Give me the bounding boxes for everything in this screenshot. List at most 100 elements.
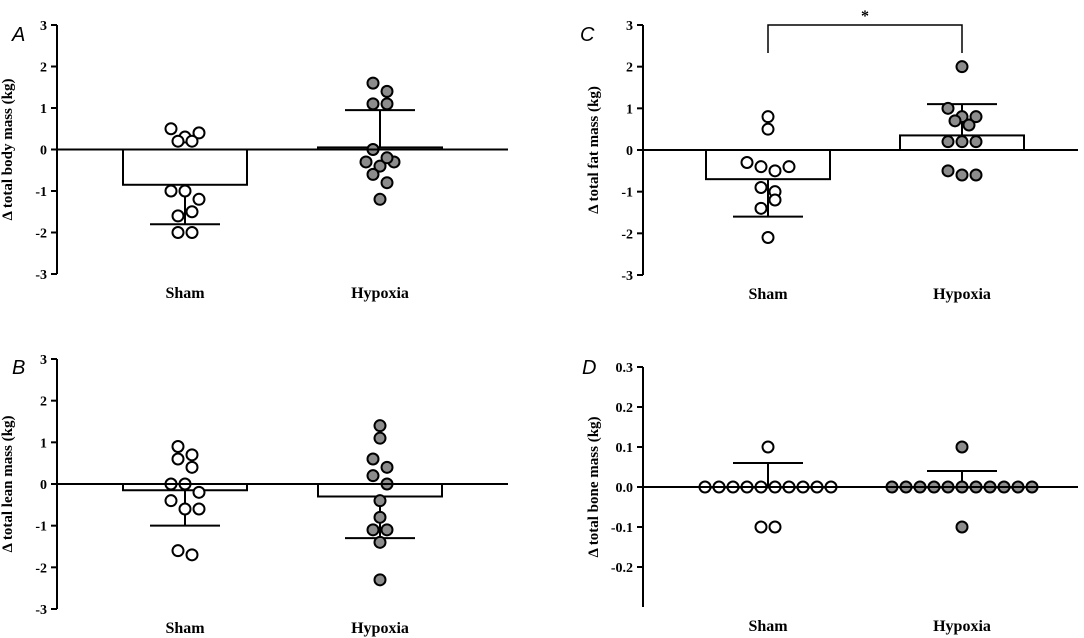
y-tick-label: 0.2: [616, 401, 634, 416]
panel-letter: D: [582, 357, 596, 379]
data-point-sham: [754, 181, 768, 194]
y-tick-label: -0.1: [611, 521, 633, 536]
y-axis-label: Δ total bone mass (kg): [586, 416, 602, 557]
data-point-sham: [192, 126, 206, 140]
data-point-hypoxia: [941, 101, 955, 115]
data-point-sham: [171, 544, 185, 558]
panel-letter: C: [580, 24, 595, 46]
data-point-hypoxia: [955, 440, 969, 454]
data-point-sham: [185, 460, 199, 474]
y-tick-label: -1: [35, 520, 47, 535]
significance-bracket: [767, 24, 963, 53]
data-point-sham: [761, 122, 775, 136]
x-tick-label: Hypoxia: [351, 620, 409, 637]
data-point-sham: [768, 164, 782, 178]
data-point-hypoxia: [373, 573, 387, 587]
data-point-hypoxia: [955, 135, 969, 149]
data-point-sham: [185, 134, 199, 148]
data-point-hypoxia: [366, 97, 380, 111]
data-point-hypoxia: [380, 84, 394, 98]
y-tick-label: 0.3: [616, 361, 634, 376]
data-point-sham: [171, 440, 185, 453]
y-tick-label: -3: [35, 603, 47, 618]
y-tick-label: -1: [621, 186, 633, 201]
data-point-hypoxia: [969, 168, 983, 182]
data-point-sham: [171, 134, 185, 148]
data-point-hypoxia: [366, 469, 380, 483]
data-point-sham: [782, 160, 796, 174]
data-point-sham: [185, 205, 199, 219]
data-point-hypoxia: [969, 110, 983, 124]
y-axis-label: Δ total lean mass (kg): [0, 416, 16, 553]
data-point-sham: [761, 110, 775, 124]
y-tick-label: 2: [40, 395, 47, 410]
y-tick-label: 0.0: [616, 481, 634, 496]
data-point-hypoxia: [373, 192, 387, 206]
y-tick-label: 1: [40, 102, 47, 117]
data-point-hypoxia: [955, 168, 969, 182]
data-point-sham: [171, 452, 185, 466]
data-point-hypoxia: [380, 523, 394, 537]
data-point-sham: [761, 440, 775, 454]
data-point-hypoxia: [380, 176, 394, 190]
y-tick-label: -3: [35, 268, 47, 283]
data-point-hypoxia: [373, 510, 387, 524]
y-tick-label: -2: [35, 561, 47, 576]
data-point-sham: [754, 520, 768, 534]
data-point-hypoxia: [373, 494, 387, 508]
y-tick-label: 3: [626, 19, 633, 34]
panel-a: A 3 2 1 0 -1 -2 -3 Δ total body mass (kg) Sham Hyp…: [0, 19, 508, 302]
data-point-hypoxia: [366, 167, 380, 181]
data-point-sham: [178, 184, 192, 198]
data-point-sham: [185, 226, 199, 239]
data-point-sham: [185, 548, 199, 562]
data-point-hypoxia: [962, 118, 976, 132]
y-tick-label: 2: [40, 61, 47, 76]
y-tick-label: -2: [35, 227, 47, 242]
data-point-sham: [164, 184, 178, 198]
significance-marker: *: [861, 8, 869, 25]
y-tick-label: 1: [40, 436, 47, 451]
data-point-hypoxia: [366, 523, 380, 537]
x-tick-label: Hypoxia: [351, 285, 409, 302]
y-tick-label: -0.2: [611, 561, 633, 576]
data-point-hypoxia: [941, 135, 955, 149]
y-tick-label: 0: [626, 144, 633, 159]
data-point-sham: [164, 494, 178, 508]
panel-letter: B: [12, 357, 25, 379]
data-point-sham: [754, 160, 768, 174]
data-point-hypoxia: [955, 520, 969, 534]
data-point-sham: [164, 122, 178, 136]
data-point-hypoxia: [373, 419, 387, 433]
y-axis-label: Δ total body mass (kg): [0, 79, 16, 221]
data-point-hypoxia: [941, 164, 955, 178]
data-point-sham: [171, 226, 185, 239]
bar-sham: [705, 149, 831, 181]
panel-b: B 3 2 1 0 -1 -2 -3 Δ total lean mass (kg) Sham Hyp…: [0, 353, 508, 637]
y-tick-label: -1: [35, 185, 47, 200]
data-point-sham: [740, 156, 754, 169]
data-point-hypoxia: [373, 535, 387, 549]
y-tick-label: 2: [626, 61, 633, 76]
data-point-hypoxia: [380, 97, 394, 111]
data-point-hypoxia: [366, 76, 380, 90]
panel-letter: A: [11, 24, 25, 46]
data-point-sham: [192, 502, 206, 516]
y-tick-label: -3: [621, 269, 633, 284]
data-point-hypoxia: [366, 452, 380, 466]
data-point-hypoxia: [969, 135, 983, 149]
y-axis-label: Δ total fat mass (kg): [586, 86, 602, 214]
y-tick-label: 0.1: [616, 441, 634, 456]
data-point-sham: [192, 485, 206, 499]
y-tick-label: 1: [626, 102, 633, 117]
data-point-sham: [754, 201, 768, 215]
data-point-hypoxia: [380, 151, 394, 165]
data-point-sham: [761, 231, 775, 244]
data-point-sham: [192, 192, 206, 206]
y-tick-label: 3: [40, 353, 47, 368]
panel-c: C 3 2 1 0 -1 -2 -3 Δ total fat mass (kg) Sham Hypo…: [580, 8, 1078, 303]
x-tick-label: Sham: [748, 286, 788, 303]
y-tick-label: 0: [40, 144, 47, 159]
data-point-sham: [171, 209, 185, 223]
